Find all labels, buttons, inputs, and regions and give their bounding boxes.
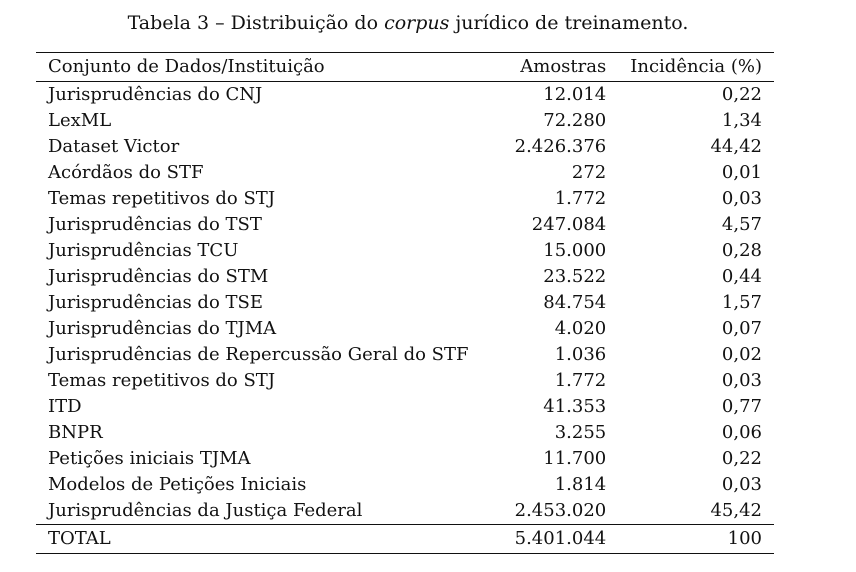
cell-incidence: 0,07: [721, 318, 762, 339]
caption-emphasis: corpus: [384, 12, 450, 34]
table-caption: Tabela 3 – Distribuição do corpus jurídi…: [0, 10, 816, 36]
table-row: BNPR 3.255 0,06: [36, 420, 774, 446]
cell-samples: 1.772: [554, 188, 607, 209]
cell-samples: 247.084: [531, 214, 607, 235]
cell-incidence: 0,28: [721, 240, 762, 261]
cell-samples: 2.426.376: [514, 136, 607, 157]
cell-incidence: 0,03: [721, 370, 762, 391]
header-row: Conjunto de Dados/Instituição Amostras I…: [36, 52, 774, 82]
cell-samples: 72.280: [543, 110, 607, 131]
cell-samples: 4.020: [554, 318, 607, 339]
table-row: Jurisprudências de Repercussão Geral do …: [36, 342, 774, 368]
table-row: Petições iniciais TJMA 11.700 0,22: [36, 446, 774, 472]
table-row: Dataset Victor 2.426.376 44,42: [36, 134, 774, 160]
cell-dataset: Jurisprudências TCU: [48, 240, 239, 261]
cell-samples: 23.522: [543, 266, 607, 287]
table-row: LexML 72.280 1,34: [36, 108, 774, 134]
total-samples: 5.401.044: [514, 528, 607, 549]
caption-prefix: Tabela 3 – Distribuição do: [127, 12, 385, 34]
cell-incidence: 1,34: [721, 110, 762, 131]
cell-dataset: Jurisprudências do STM: [48, 266, 269, 287]
cell-incidence: 0,02: [721, 344, 762, 365]
cell-samples: 84.754: [543, 292, 607, 313]
header-dataset: Conjunto de Dados/Instituição: [48, 56, 325, 77]
table-body: Jurisprudências do CNJ 12.014 0,22 LexML 72.…: [36, 82, 774, 525]
cell-dataset: Jurisprudências do TSE: [48, 292, 263, 313]
cell-dataset: Temas repetitivos do STJ: [48, 188, 276, 209]
cell-samples: 1.772: [554, 370, 607, 391]
cell-samples: 41.353: [543, 396, 607, 417]
data-table-container: Conjunto de Dados/Instituição Amostras I…: [36, 52, 774, 554]
cell-incidence: 45,42: [710, 500, 762, 521]
cell-incidence: 44,42: [710, 136, 762, 157]
cell-incidence: 0,77: [721, 396, 762, 417]
cell-incidence: 0,06: [721, 422, 762, 443]
header-incidence: Incidência (%): [630, 56, 762, 77]
table-row: Temas repetitivos do STJ 1.772 0,03: [36, 368, 774, 394]
cell-incidence: 1,57: [721, 292, 762, 313]
cell-dataset: Dataset Victor: [48, 136, 180, 157]
cell-dataset: Jurisprudências do TST: [48, 214, 262, 235]
cell-dataset: Jurisprudências do CNJ: [48, 84, 263, 105]
table-row: ITD 41.353 0,77: [36, 394, 774, 420]
total-row: TOTAL 5.401.044 100: [36, 524, 774, 554]
corpus-distribution-table: Conjunto de Dados/Instituição Amostras I…: [36, 52, 774, 554]
table-row: Jurisprudências do CNJ 12.014 0,22: [36, 82, 774, 109]
table-row: Modelos de Petições Iniciais 1.814 0,03: [36, 472, 774, 498]
cell-incidence: 0,03: [721, 474, 762, 495]
cell-dataset: Jurisprudências de Repercussão Geral do …: [48, 344, 469, 365]
cell-samples: 2.453.020: [514, 500, 607, 521]
cell-incidence: 0,22: [721, 84, 762, 105]
table-row: Temas repetitivos do STJ 1.772 0,03: [36, 186, 774, 212]
cell-samples: 3.255: [554, 422, 607, 443]
cell-dataset: Jurisprudências do TJMA: [48, 318, 277, 339]
cell-incidence: 0,44: [721, 266, 762, 287]
cell-dataset: Jurisprudências da Justiça Federal: [48, 500, 363, 521]
table-row: Jurisprudências do TST 247.084 4,57: [36, 212, 774, 238]
cell-incidence: 0,01: [721, 162, 762, 183]
caption-suffix: jurídico de treinamento.: [449, 12, 689, 34]
cell-incidence: 4,57: [721, 214, 762, 235]
total-incidence: 100: [727, 528, 762, 549]
cell-samples: 272: [571, 162, 607, 183]
cell-samples: 11.700: [543, 448, 607, 469]
cell-dataset: LexML: [48, 110, 112, 131]
cell-incidence: 0,22: [721, 448, 762, 469]
table-row: Jurisprudências do TSE 84.754 1,57: [36, 290, 774, 316]
cell-dataset: Temas repetitivos do STJ: [48, 370, 276, 391]
table-row: Jurisprudências do STM 23.522 0,44: [36, 264, 774, 290]
cell-samples: 1.036: [554, 344, 607, 365]
total-label: TOTAL: [48, 528, 111, 549]
cell-samples: 1.814: [554, 474, 607, 495]
cell-incidence: 0,03: [721, 188, 762, 209]
cell-samples: 12.014: [543, 84, 607, 105]
table-row: Jurisprudências TCU 15.000 0,28: [36, 238, 774, 264]
header-samples: Amostras: [520, 56, 607, 77]
cell-dataset: Acórdãos do STF: [48, 162, 204, 183]
cell-samples: 15.000: [543, 240, 607, 261]
cell-dataset: ITD: [48, 396, 82, 417]
cell-dataset: BNPR: [48, 422, 103, 443]
cell-dataset: Petições iniciais TJMA: [48, 448, 251, 469]
cell-dataset: Modelos de Petições Iniciais: [48, 474, 307, 495]
table-row: Jurisprudências da Justiça Federal 2.453.…: [36, 498, 774, 525]
table-row: Acórdãos do STF 272 0,01: [36, 160, 774, 186]
table-row: Jurisprudências do TJMA 4.020 0,07: [36, 316, 774, 342]
